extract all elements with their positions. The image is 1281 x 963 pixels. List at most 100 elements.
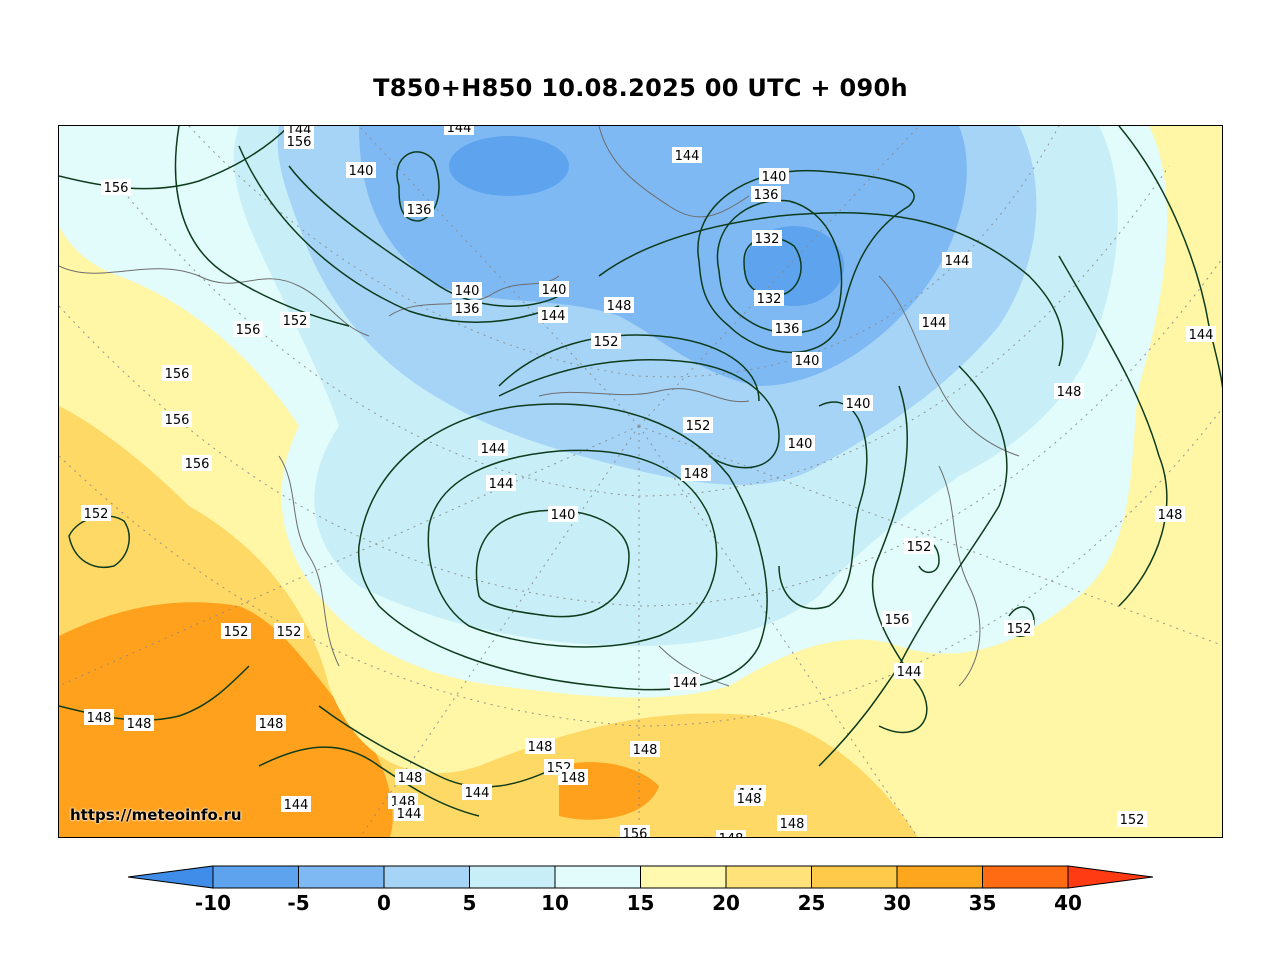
contour-label-text: 152 — [84, 507, 109, 522]
contour-label-text: 136 — [754, 188, 779, 203]
contour-label-text: 148 — [1057, 385, 1082, 400]
cold-core-north — [449, 136, 569, 196]
contour-label: 144 — [394, 805, 424, 822]
contour-label-bg — [843, 395, 873, 411]
graticule-line — [59, 425, 640, 687]
contour-label-bg — [683, 417, 713, 433]
contour-136-loop — [396, 151, 440, 222]
colorbar-tick-label: -5 — [287, 891, 310, 915]
colorbar-tick-label: 10 — [541, 891, 569, 915]
contour-label-bg — [280, 312, 310, 328]
contour-labels: 144 144 144 156 140 136 140 136 132 132 144 136 140 1… — [81, 126, 1216, 838]
contour-label: 144 — [462, 784, 492, 801]
contour-label-text: 136 — [407, 203, 432, 218]
contour-label-bg — [486, 475, 516, 491]
map-canvas: 144 144 144 156 140 136 140 136 132 132 144 136 140 1… — [59, 126, 1222, 838]
contour-label-bg — [444, 126, 474, 135]
contour-label: 156 — [284, 133, 314, 150]
contour-148-center — [498, 359, 780, 469]
contour-label: 140 — [785, 435, 815, 452]
contour-144-nw — [238, 145, 560, 323]
contour-152-south — [318, 705, 560, 788]
contour-label: 144 — [281, 796, 311, 813]
coastline — [538, 388, 750, 403]
contour-label-bg — [256, 715, 286, 731]
contour-label-text: 148 — [633, 743, 658, 758]
contour-label: 140 — [452, 282, 482, 299]
contour-label-text: 156 — [185, 457, 210, 472]
contour-label-bg — [882, 611, 912, 627]
contour-label-text: 144 — [489, 477, 514, 492]
contour-label: 148 — [525, 738, 555, 755]
contour-label-bg — [462, 784, 492, 800]
colorbar — [127, 865, 1154, 889]
contour-label: 152 — [81, 505, 111, 522]
coastline — [278, 455, 340, 667]
contour-156-east — [1118, 126, 1222, 389]
contour-label-text: 140 — [455, 284, 480, 299]
contour-label-text: 144 — [922, 316, 947, 331]
contour-label-bg — [734, 790, 764, 806]
contour-label-bg — [101, 179, 131, 195]
contour-label-text: 144 — [481, 442, 506, 457]
contour-label-text: 136 — [775, 322, 800, 337]
contour-label-bg — [1186, 326, 1216, 342]
contour-label-bg — [792, 352, 822, 368]
contour-label-text: 140 — [542, 283, 567, 298]
colorbar-segment — [811, 865, 898, 889]
contour-label-bg — [162, 411, 192, 427]
contour-label: 144 — [670, 674, 700, 691]
coastline — [59, 265, 370, 337]
contour-label-bg — [281, 796, 311, 812]
contour-label-bg — [233, 321, 263, 337]
hot-region-southwest — [59, 602, 393, 837]
map-title: T850+H850 10.08.2025 00 UTC + 090h — [373, 74, 908, 102]
contour-label-text: 148 — [398, 771, 423, 786]
contour-label-bg — [81, 505, 111, 521]
colorbar-segment — [896, 865, 983, 889]
colorbar-segment — [469, 865, 556, 889]
contour-label-text: 152 — [1120, 813, 1145, 828]
contour-label-text: 152 — [686, 419, 711, 434]
contour-144-east — [598, 211, 1064, 367]
contour-label-text: 144 — [1189, 328, 1214, 343]
contour-label: 148 — [681, 465, 711, 482]
contour-label: 140 — [548, 506, 578, 523]
contour-label-text: 140 — [349, 164, 374, 179]
contour-label: 156 — [101, 179, 131, 196]
contour-label-bg — [221, 623, 251, 639]
contour-label: 136 — [751, 186, 781, 203]
contour-label-text: 144 — [675, 149, 700, 164]
contour-label-bg — [284, 133, 314, 149]
graticule — [59, 126, 1222, 837]
contour-label-text: 144 — [673, 676, 698, 691]
contour-label-bg — [772, 320, 802, 336]
contour-140-east2 — [778, 401, 868, 610]
contour-label-bg — [919, 314, 949, 330]
contour-label: 152 — [221, 623, 251, 640]
contour-label-bg — [894, 663, 924, 679]
colorbar-segment — [554, 865, 641, 889]
contour-label-bg — [274, 623, 304, 639]
contour-label-bg — [681, 465, 711, 481]
contour-label-bg — [670, 674, 700, 690]
contour-label: 144 — [894, 663, 924, 680]
contour-label-bg — [630, 741, 660, 757]
contour-label-bg — [1004, 620, 1034, 636]
contour-label-bg — [604, 297, 634, 313]
contour-label-text: 156 — [885, 613, 910, 628]
contour-label: 148 — [716, 830, 746, 837]
coastline — [598, 126, 750, 218]
contour-148-south2 — [258, 746, 480, 817]
contour-label-text: 140 — [788, 437, 813, 452]
contour-label: 144 — [486, 475, 516, 492]
contour-label-bg — [525, 738, 555, 754]
contour-label: 156 — [620, 825, 650, 838]
contour-label-bg — [1117, 811, 1147, 827]
colorbar-tick-label: 30 — [883, 891, 911, 915]
contour-label-text: 156 — [623, 827, 648, 838]
colorbar-tick-label: 20 — [712, 891, 740, 915]
contour-label: 136 — [772, 320, 802, 337]
contour-label-text: 148 — [127, 717, 152, 732]
contour-label-text: 148 — [780, 817, 805, 832]
